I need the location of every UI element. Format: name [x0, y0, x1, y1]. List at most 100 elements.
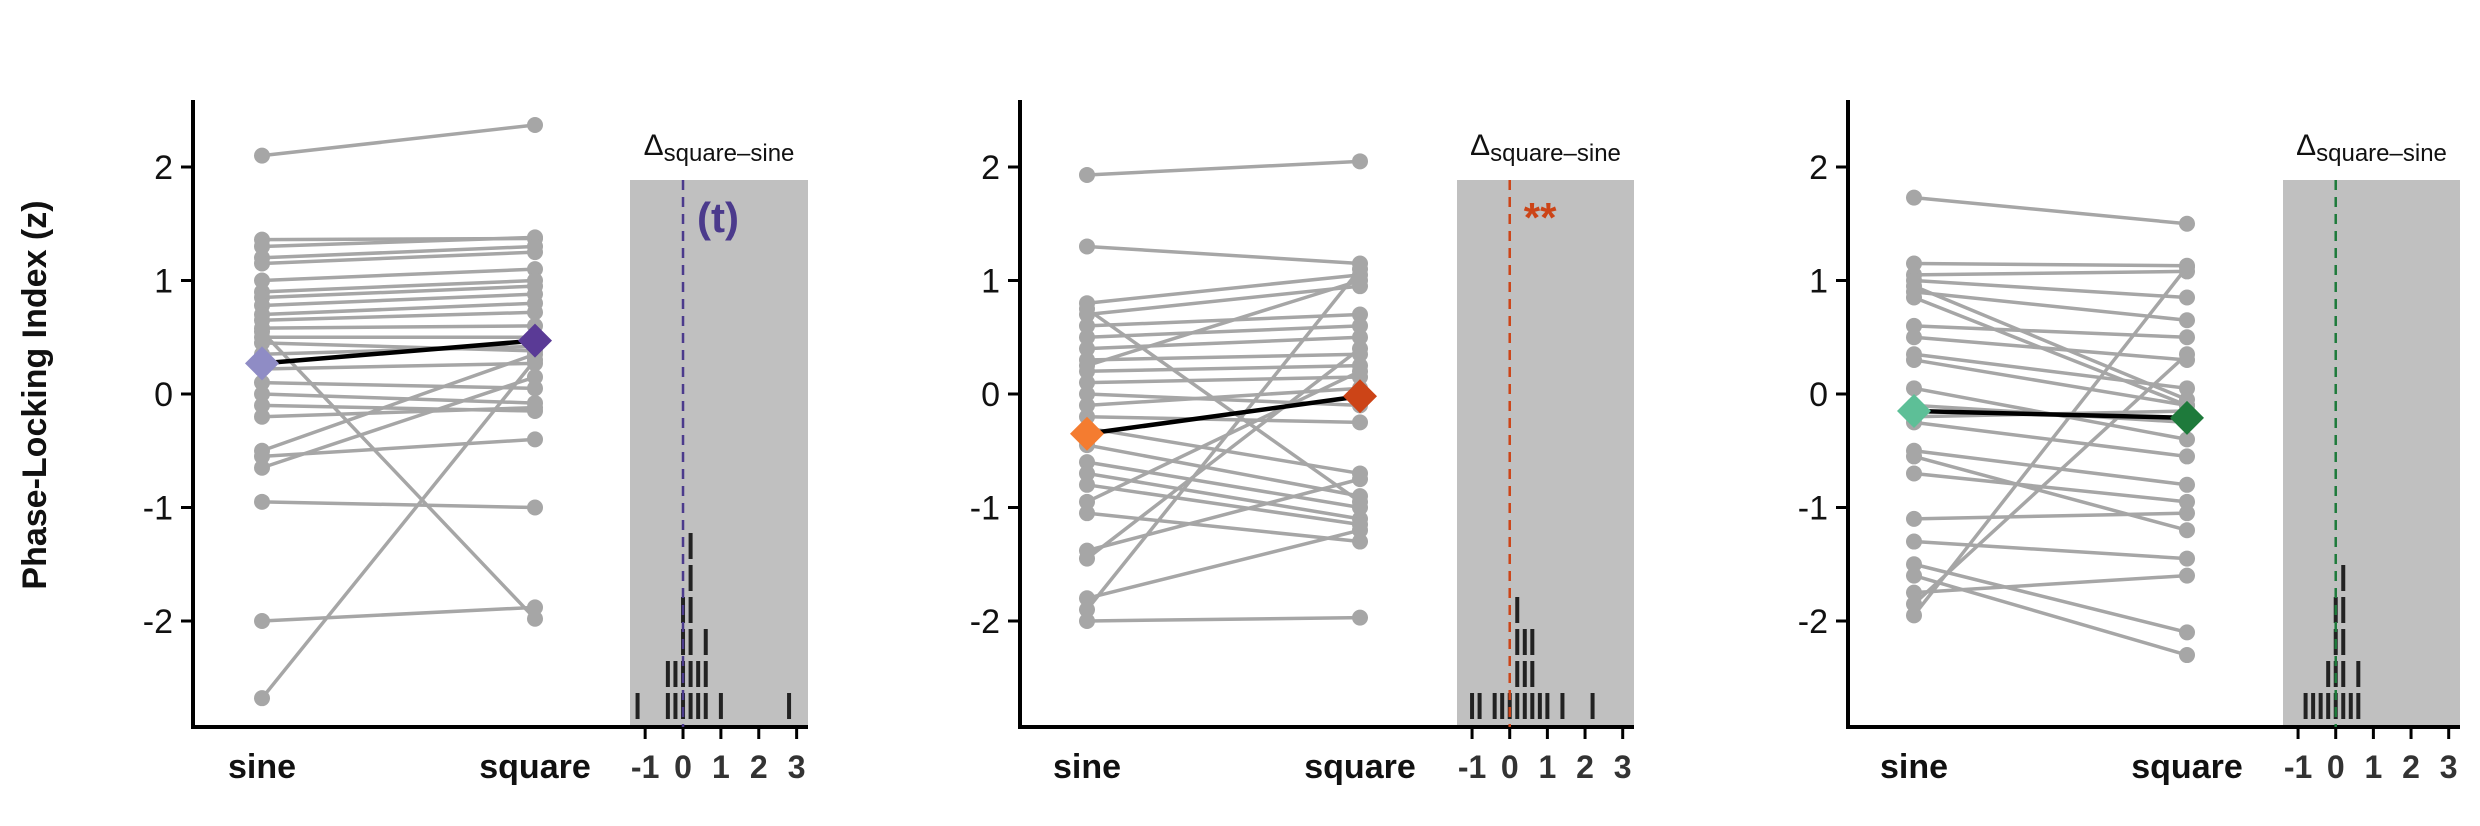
subject-point-square [2179, 289, 2195, 306]
subject-point-sine [254, 459, 270, 476]
subject-point-sine [1079, 397, 1095, 414]
subject-point-square [1352, 272, 1368, 289]
subject-line [1086, 363, 1361, 374]
subject-line [1913, 195, 2188, 226]
subject-line [1912, 352, 2189, 606]
y-tick-label: -1 [143, 490, 173, 528]
subject-point-square [2179, 567, 2195, 584]
mean-line [261, 338, 536, 366]
subject-point-square [1352, 522, 1368, 539]
subject-point-sine [1906, 278, 1922, 295]
delta-tick-label: 3 [1614, 749, 1632, 785]
subject-point-sine [254, 147, 270, 164]
subject-line [1913, 471, 2188, 504]
subject-line [1086, 471, 1361, 521]
subject-line [1086, 335, 1361, 351]
subject-point-sine [1906, 189, 1922, 206]
subject-point-square [2179, 493, 2195, 510]
subject-point-sine [254, 493, 270, 510]
y-tick-label: -1 [1798, 490, 1828, 528]
subject-point-sine [1906, 584, 1922, 601]
subject-point-square [2179, 448, 2195, 465]
subject-point-sine [254, 272, 270, 289]
subject-line [261, 310, 536, 322]
subject-point-square [527, 351, 543, 368]
subject-point-square [2179, 391, 2195, 408]
subject-point-square [527, 599, 543, 616]
subject-point-sine [254, 334, 270, 351]
subject-line [1086, 273, 1361, 305]
subject-point-square [2179, 215, 2195, 232]
subject-line [261, 244, 536, 260]
subject-point-square [1352, 414, 1368, 431]
subject-point-sine [1079, 238, 1095, 255]
subject-line [1086, 369, 1361, 504]
subject-point-square [527, 380, 543, 397]
subject-point-square [527, 117, 543, 134]
subject-line [1913, 278, 2188, 300]
subject-line [1085, 307, 1362, 504]
subject-line [1086, 352, 1361, 362]
subject-point-square [2179, 505, 2195, 522]
mean-marker-sine [1897, 394, 1931, 429]
subject-point-sine [1906, 351, 1922, 368]
delta-axis-title: Δsquare–sine [2296, 129, 2447, 167]
category-label-square: square [1304, 748, 1416, 786]
subject-line [1913, 562, 2188, 635]
subject-line [260, 358, 537, 700]
subject-point-sine [1079, 465, 1095, 482]
subject-point-sine [254, 408, 270, 425]
subject-line [1913, 539, 2188, 561]
subject-point-square [1352, 533, 1368, 550]
subject-point-sine [1906, 607, 1922, 624]
subject-line [261, 301, 536, 317]
subject-point-square [1352, 153, 1368, 170]
subject-line [1912, 265, 2189, 617]
mean-line [1086, 394, 1361, 436]
y-tick-label: 0 [981, 376, 1000, 414]
subject-point-sine [1079, 454, 1095, 471]
y-tick-label: 2 [154, 149, 173, 187]
subject-line [261, 267, 536, 283]
subject-point-square [1352, 471, 1368, 488]
mean-marker-square [518, 323, 552, 358]
subject-line [261, 380, 536, 391]
subject-point-sine [1079, 550, 1095, 567]
subject-point-sine [1079, 601, 1095, 618]
subject-point-square [2179, 550, 2195, 567]
subject-point-sine [254, 448, 270, 465]
subject-point-sine [1079, 374, 1095, 391]
subject-point-sine [254, 397, 270, 414]
subject-point-square [1352, 261, 1368, 278]
delta-tick-label: 1 [1538, 749, 1556, 785]
subject-line [1086, 375, 1361, 385]
subject-line [1086, 312, 1361, 328]
subject-line [261, 341, 536, 353]
delta-tick-label: 2 [1576, 749, 1594, 785]
subject-point-sine [1906, 289, 1922, 306]
y-tick-label: 2 [1809, 149, 1828, 187]
y-tick-label: 0 [1809, 376, 1828, 414]
subject-point-square [527, 244, 543, 261]
subject-point-sine [1906, 255, 1922, 272]
delta-tick-label: -1 [1458, 749, 1486, 785]
subject-point-sine [254, 374, 270, 391]
subject-line [1086, 443, 1361, 498]
subject-line [261, 284, 536, 300]
subject-point-square [527, 431, 543, 448]
subject-point-square [1352, 340, 1368, 357]
y-tick-label: -2 [970, 603, 1000, 641]
delta-tick-label: -1 [2284, 749, 2312, 785]
subject-line [1913, 573, 2188, 657]
subject-point-square [2179, 346, 2195, 363]
y-tick-label: 0 [154, 376, 173, 414]
subject-point-sine [1079, 329, 1095, 346]
subject-point-square [2179, 647, 2195, 664]
mean-marker-sine [1070, 416, 1104, 451]
delta-tick-label: 1 [2364, 749, 2382, 785]
subject-line [1085, 347, 1362, 560]
delta-tick-label: 2 [2402, 749, 2420, 785]
significance-label: (t) [697, 194, 739, 241]
y-tick-label: -2 [143, 603, 173, 641]
delta-tick-label: 1 [712, 749, 730, 785]
